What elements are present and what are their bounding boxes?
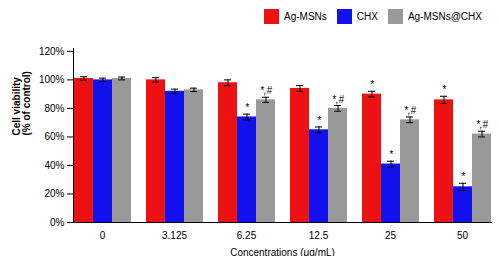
svg-text:0%: 0%: [50, 217, 65, 228]
html-text:CHX: CHX: [356, 11, 378, 22]
html-text:Ag-MSNs@CHX: Ag-MSNs@CHX: [407, 11, 482, 22]
svg-text:*,#: *,#: [404, 105, 417, 116]
svg-text:6.25: 6.25: [237, 230, 257, 241]
svg-text:*,#: *,#: [476, 119, 489, 130]
svg-text:*,#: *,#: [260, 85, 273, 96]
svg-text:100%: 100%: [39, 74, 65, 85]
svg-text:60%: 60%: [44, 131, 64, 142]
svg-text:*: *: [461, 171, 466, 182]
svg-text:12.5: 12.5: [309, 230, 329, 241]
svg-text:*: *: [245, 102, 250, 113]
svg-text:50: 50: [457, 230, 469, 241]
svg-text:*,#: *,#: [332, 94, 345, 105]
svg-text:0: 0: [100, 230, 106, 241]
html-text:Ag-MSNs: Ag-MSNs: [284, 11, 327, 22]
svg-text:*: *: [317, 115, 322, 126]
svg-text:*: *: [370, 79, 375, 90]
svg-text:Cell viability(% of control): Cell viability(% of control): [11, 71, 32, 135]
svg-text:Concentrations (μg/mL): Concentrations (μg/mL): [230, 247, 335, 256]
svg-text:40%: 40%: [44, 160, 64, 171]
svg-text:20%: 20%: [44, 188, 64, 199]
svg-text:*: *: [442, 84, 447, 95]
svg-text:80%: 80%: [44, 103, 64, 114]
svg-text:*: *: [389, 149, 394, 160]
svg-text:120%: 120%: [39, 46, 65, 57]
svg-text:3.125: 3.125: [162, 230, 187, 241]
svg-text:25: 25: [385, 230, 397, 241]
